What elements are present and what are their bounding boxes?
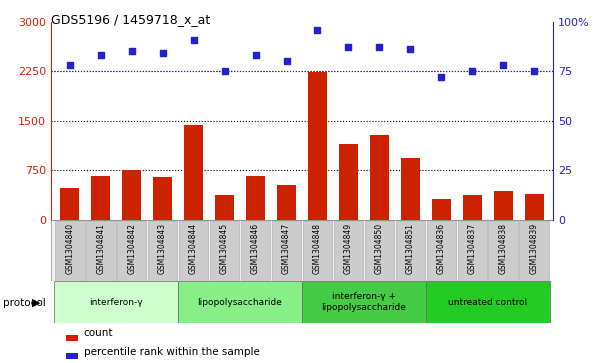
Bar xyxy=(185,125,203,220)
Text: GSM1304836: GSM1304836 xyxy=(437,223,446,274)
Bar xyxy=(178,281,302,323)
Bar xyxy=(86,221,115,281)
Text: interferon-γ: interferon-γ xyxy=(90,298,143,307)
Text: GSM1304848: GSM1304848 xyxy=(313,223,322,274)
Bar xyxy=(54,281,178,323)
Text: GSM1304845: GSM1304845 xyxy=(220,223,229,274)
Bar xyxy=(215,195,234,220)
Point xyxy=(189,37,198,42)
Bar xyxy=(178,221,209,281)
Text: GSM1304850: GSM1304850 xyxy=(375,223,384,274)
Point xyxy=(220,68,230,74)
Bar xyxy=(240,221,270,281)
Point xyxy=(344,45,353,50)
Bar xyxy=(334,221,364,281)
Bar xyxy=(153,177,172,220)
Bar xyxy=(60,188,79,220)
Bar xyxy=(66,335,78,341)
Bar xyxy=(117,221,147,281)
Text: count: count xyxy=(84,328,113,338)
Text: ▶: ▶ xyxy=(32,298,41,308)
Text: GSM1304844: GSM1304844 xyxy=(189,223,198,274)
Bar xyxy=(525,194,544,220)
Text: GSM1304838: GSM1304838 xyxy=(499,223,508,274)
Text: GSM1304846: GSM1304846 xyxy=(251,223,260,274)
Text: GSM1304841: GSM1304841 xyxy=(96,223,105,274)
Bar xyxy=(401,158,419,220)
Bar xyxy=(210,221,239,281)
Point xyxy=(127,49,136,54)
Text: GSM1304843: GSM1304843 xyxy=(158,223,167,274)
Point xyxy=(96,53,105,58)
Bar xyxy=(457,221,487,281)
Text: percentile rank within the sample: percentile rank within the sample xyxy=(84,347,260,357)
Bar xyxy=(302,281,426,323)
Bar xyxy=(66,354,78,359)
Text: GSM1304837: GSM1304837 xyxy=(468,223,477,274)
Bar xyxy=(370,135,389,220)
Bar xyxy=(246,176,265,220)
Bar xyxy=(519,221,549,281)
Text: interferon-γ +
lipopolysaccharide: interferon-γ + lipopolysaccharide xyxy=(322,293,406,312)
Bar xyxy=(272,221,301,281)
Point xyxy=(158,50,168,56)
Bar xyxy=(395,221,426,281)
Bar xyxy=(494,191,513,220)
Point xyxy=(406,46,415,52)
Point xyxy=(65,62,75,68)
Bar xyxy=(277,185,296,220)
Point xyxy=(282,58,291,64)
Point xyxy=(374,45,384,50)
Bar xyxy=(303,221,332,281)
Bar xyxy=(365,221,394,281)
Bar xyxy=(426,281,550,323)
Bar xyxy=(308,72,327,220)
Point xyxy=(529,68,539,74)
Point xyxy=(251,53,260,58)
Bar xyxy=(91,176,110,220)
Text: GDS5196 / 1459718_x_at: GDS5196 / 1459718_x_at xyxy=(51,13,210,26)
Text: GSM1304842: GSM1304842 xyxy=(127,223,136,274)
Point xyxy=(313,27,322,33)
Bar xyxy=(432,199,451,220)
Bar xyxy=(55,221,85,281)
Text: GSM1304849: GSM1304849 xyxy=(344,223,353,274)
Bar xyxy=(339,144,358,220)
Bar xyxy=(123,170,141,220)
Bar xyxy=(148,221,177,281)
Text: untreated control: untreated control xyxy=(448,298,528,307)
Text: GSM1304847: GSM1304847 xyxy=(282,223,291,274)
Text: lipopolysaccharide: lipopolysaccharide xyxy=(198,298,282,307)
Point xyxy=(436,74,446,80)
Bar xyxy=(489,221,518,281)
Point xyxy=(468,68,477,74)
Bar xyxy=(427,221,456,281)
Point xyxy=(499,62,508,68)
Text: GSM1304839: GSM1304839 xyxy=(530,223,539,274)
Text: GSM1304840: GSM1304840 xyxy=(65,223,74,274)
Text: protocol: protocol xyxy=(3,298,46,308)
Text: GSM1304851: GSM1304851 xyxy=(406,223,415,274)
Bar xyxy=(463,195,481,220)
